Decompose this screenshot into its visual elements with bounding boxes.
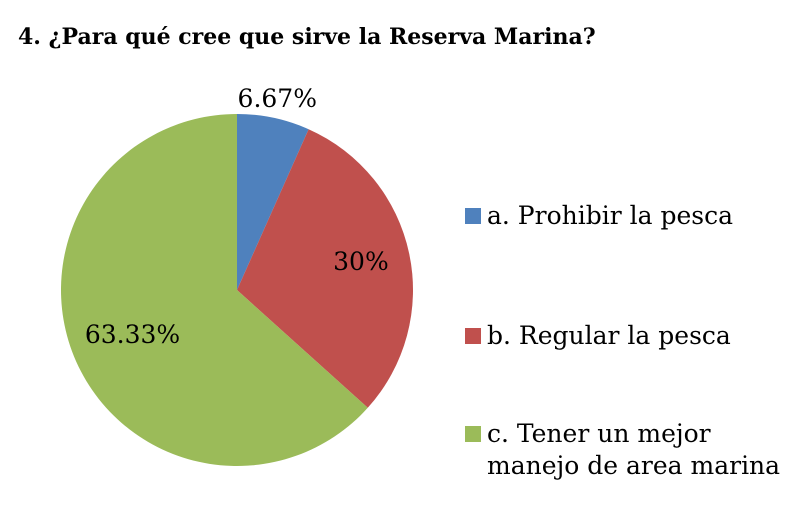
legend-swatch (465, 328, 481, 344)
legend-item: a. Prohibir la pesca (465, 200, 800, 232)
legend-label: b. Regular la pesca (487, 321, 731, 350)
pie-slice (237, 114, 309, 290)
legend-label: a. Prohibir la pesca (487, 201, 733, 230)
value-label: 6.67% (238, 84, 317, 113)
chart-title: 4. ¿Para qué cree que sirve la Reserva M… (18, 24, 596, 50)
pie-slice (61, 114, 368, 466)
legend-swatch (465, 208, 481, 224)
legend-item: c. Tener un mejor manejo de area marina (465, 418, 800, 482)
value-label: 30% (333, 247, 389, 276)
legend-label: c. Tener un mejor manejo de area marina (487, 419, 781, 480)
legend-item: b. Regular la pesca (465, 320, 800, 352)
value-label: 63.33% (85, 320, 180, 349)
legend-swatch (465, 426, 481, 442)
pie-slice (237, 129, 414, 408)
